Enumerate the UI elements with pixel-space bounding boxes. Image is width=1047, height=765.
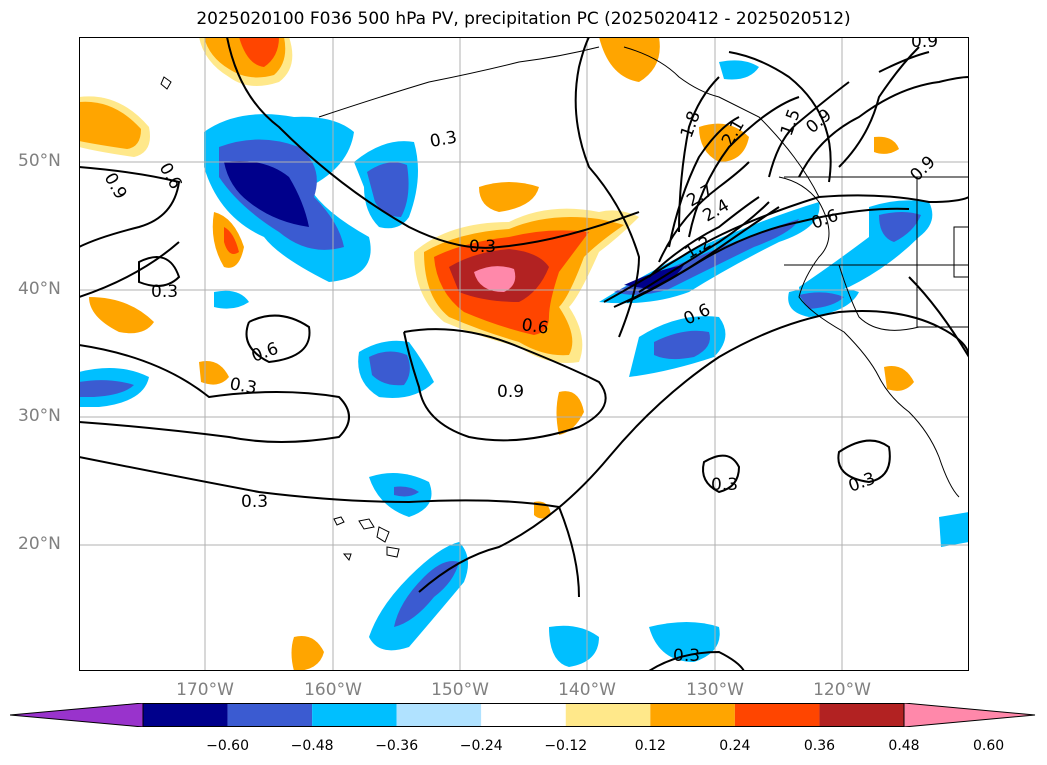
contour-label: 0.3 — [673, 646, 700, 666]
lon-label: 150°W — [431, 680, 489, 700]
colorbar-bin — [819, 703, 904, 727]
lon-label: 120°W — [813, 680, 871, 700]
map-title: 2025020100 F036 500 hPa PV, precipitatio… — [196, 9, 851, 29]
colorbar-tick-label: −0.24 — [459, 738, 503, 754]
lat-label: 40°N — [18, 279, 61, 299]
contour-label: 0.3 — [241, 492, 268, 512]
contour-label: 0.3 — [151, 282, 178, 302]
contour-label: 1.5 — [777, 106, 805, 138]
colorbar-outline — [142, 703, 905, 727]
contour-label: 0.3 — [469, 237, 496, 257]
contour-label: 0.6 — [155, 160, 186, 193]
colorbar-tick-label: 0.48 — [888, 738, 920, 754]
lat-label: 30°N — [18, 406, 61, 426]
pos-anomaly-peak — [474, 266, 516, 292]
precip-shading — [79, 37, 969, 671]
colorbar-bin — [481, 703, 566, 727]
contour-label: 0.9 — [802, 105, 836, 138]
colorbar-bin — [565, 703, 651, 727]
colorbar-tick-label: 0.36 — [803, 738, 836, 754]
colorbar-bin — [650, 703, 735, 727]
neg-anomaly-peak — [224, 161, 309, 227]
contour-label: 0.9 — [906, 152, 939, 185]
colorbar-bin — [143, 703, 228, 727]
colorbar-tick-label: −0.36 — [375, 738, 419, 754]
coastlines — [160, 46, 969, 562]
colorbar-bin — [734, 703, 820, 727]
pv-contours — [79, 37, 969, 671]
colorbar-bin — [312, 703, 397, 727]
colorbar-extend-min — [10, 703, 144, 727]
map-panel: 0.3 0.3 0.3 0.3 0.3 0.3 0.3 0.3 0.6 0.6 … — [79, 37, 969, 671]
map-border — [79, 37, 969, 671]
lon-label: 140°W — [558, 680, 616, 700]
contour-label: 0.3 — [711, 475, 738, 495]
colorbar-extend-max — [903, 703, 1036, 727]
colorbar-tick-label: −0.60 — [206, 738, 249, 754]
contour-label: 0.3 — [428, 128, 458, 152]
colorbar-tick-label: −0.12 — [544, 738, 588, 754]
colorbar-tick-label: −0.48 — [290, 738, 334, 754]
contour-label: 0.9 — [100, 170, 131, 203]
contour-label: 0.9 — [911, 37, 938, 52]
colorbar-tick-label: 0.12 — [634, 738, 666, 754]
lon-label: 170°W — [176, 680, 234, 700]
colorbar-bin — [396, 703, 482, 727]
lat-label: 50°N — [18, 151, 61, 171]
contour-label: 0.6 — [249, 339, 281, 367]
colorbar-tick-label: 0.24 — [719, 738, 751, 754]
contour-label: 0.9 — [497, 382, 524, 402]
lon-label: 130°W — [686, 680, 744, 700]
graticule — [79, 37, 969, 671]
colorbar-bin — [227, 703, 313, 727]
lat-label: 20°N — [18, 534, 61, 554]
contour-label: 0.3 — [846, 469, 878, 497]
contour-label: 0.6 — [520, 315, 550, 339]
colorbar — [10, 703, 1036, 727]
contour-label: 0.3 — [228, 374, 258, 398]
lon-label: 160°W — [304, 680, 362, 700]
colorbar-tick-label: 0.60 — [972, 738, 1005, 754]
